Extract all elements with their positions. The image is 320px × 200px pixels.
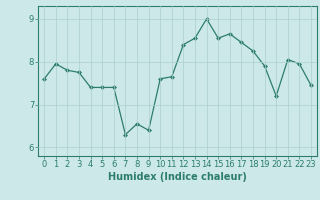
X-axis label: Humidex (Indice chaleur): Humidex (Indice chaleur): [108, 172, 247, 182]
